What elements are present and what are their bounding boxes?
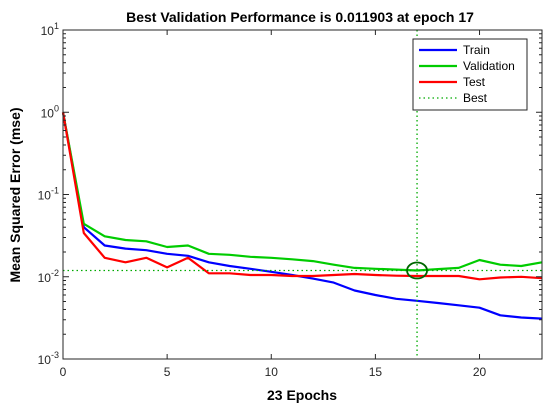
legend-label-train: Train xyxy=(463,43,490,57)
y-tick-label: 101 xyxy=(41,21,59,38)
ticks-layer: 0 5 10 15 20 10-3 10-2 10-1 100 101 xyxy=(38,21,542,379)
y-tick-label: 100 xyxy=(41,103,59,120)
y-tick-label: 10-2 xyxy=(38,268,59,285)
x-tick-label: 15 xyxy=(369,365,383,379)
legend-label-best: Best xyxy=(463,91,488,105)
x-tick-label: 10 xyxy=(265,365,279,379)
x-axis-title: 23 Epochs xyxy=(267,387,337,403)
legend-label-test: Test xyxy=(463,75,486,89)
y-tick-label: 10-3 xyxy=(38,350,59,367)
series-line-validation xyxy=(61,112,543,272)
x-tick-label: 0 xyxy=(60,365,67,379)
x-tick-label: 5 xyxy=(164,365,171,379)
series-line-train xyxy=(61,112,543,320)
chart-title: Best Validation Performance is 0.011903 … xyxy=(126,9,474,25)
marker-layer xyxy=(406,261,428,280)
best-epoch-marker xyxy=(406,261,428,280)
series-line-test xyxy=(61,112,543,281)
y-axis-title: Mean Squared Error (mse) xyxy=(7,107,23,282)
y-tick-label: 10-1 xyxy=(38,186,59,203)
legend: Train Validation Test Best xyxy=(412,38,528,111)
legend-label-validation: Validation xyxy=(463,59,515,73)
x-tick-label: 20 xyxy=(473,365,487,379)
